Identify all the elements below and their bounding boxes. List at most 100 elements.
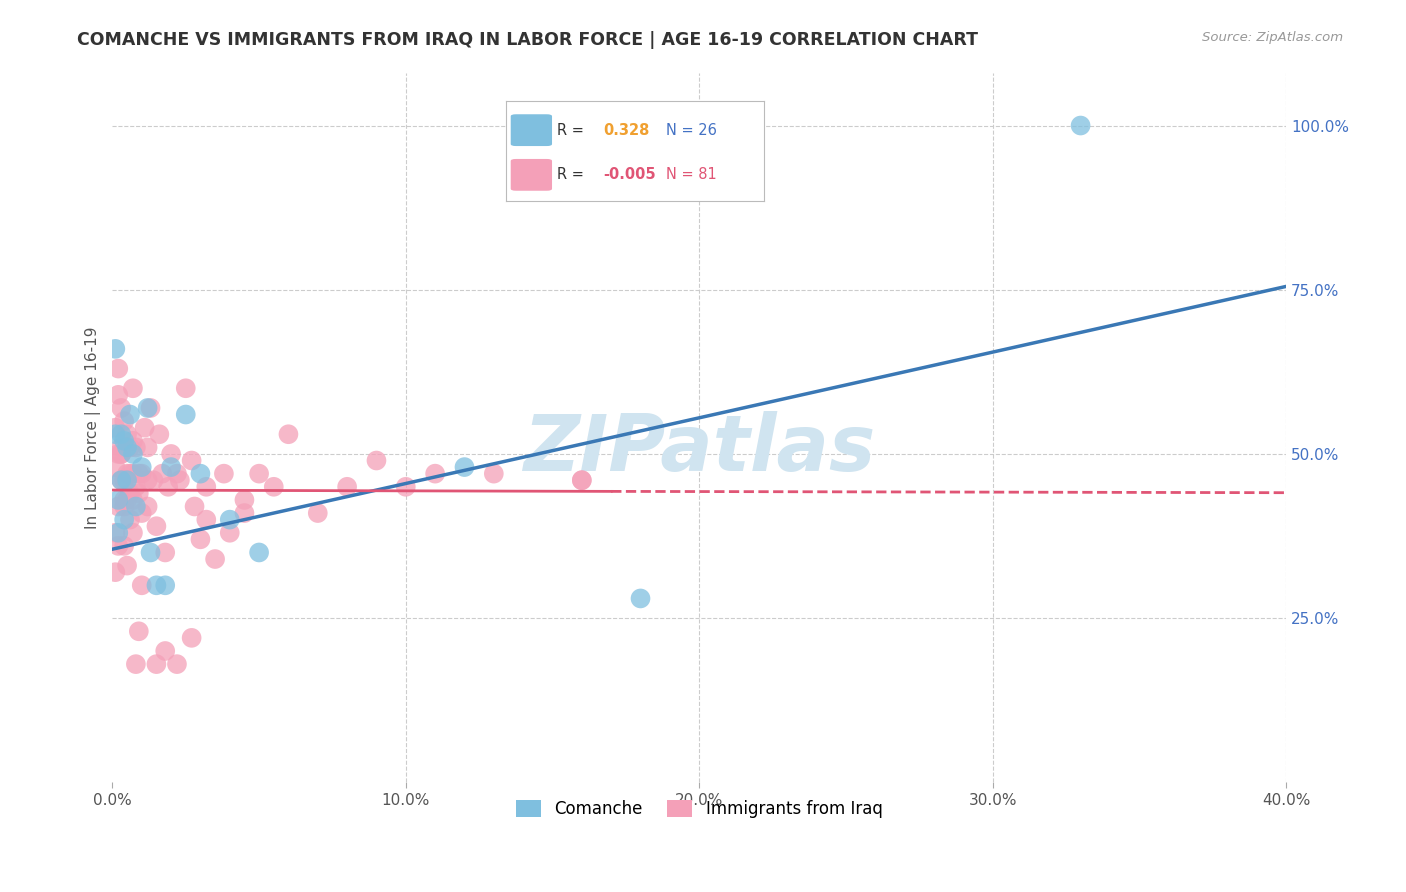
Point: [104, 460, 127, 475]
Point: [112, 434, 135, 448]
Point: [112, 513, 135, 527]
Point: [112, 492, 135, 507]
Point: [136, 441, 159, 455]
Point: [128, 624, 150, 639]
Point: [125, 480, 148, 494]
Point: [150, 467, 173, 481]
Point: [174, 408, 197, 422]
Point: [104, 427, 127, 442]
Point: [115, 467, 138, 481]
Point: [180, 631, 202, 645]
Point: [107, 539, 129, 553]
Point: [110, 447, 132, 461]
Point: [155, 644, 177, 658]
Point: [148, 427, 170, 442]
Point: [131, 578, 153, 592]
Point: [247, 467, 270, 481]
Point: [195, 513, 218, 527]
Point: [160, 460, 183, 475]
Point: [110, 473, 132, 487]
Point: [395, 480, 418, 494]
Point: [233, 492, 256, 507]
Point: [115, 473, 138, 487]
Point: [125, 441, 148, 455]
Point: [204, 552, 226, 566]
Text: Source: ZipAtlas.com: Source: ZipAtlas.com: [1202, 31, 1343, 45]
Point: [107, 525, 129, 540]
Point: [122, 492, 145, 507]
Point: [134, 420, 156, 434]
Point: [110, 473, 132, 487]
Point: [142, 473, 165, 487]
Legend: Comanche, Immigrants from Iraq: Comanche, Immigrants from Iraq: [509, 794, 890, 825]
Point: [104, 525, 127, 540]
Point: [112, 500, 135, 514]
Point: [131, 506, 153, 520]
Point: [136, 473, 159, 487]
Point: [145, 519, 167, 533]
Point: [118, 441, 141, 455]
Point: [122, 381, 145, 395]
Point: [115, 492, 138, 507]
Point: [630, 591, 652, 606]
Point: [110, 427, 132, 442]
Point: [155, 545, 177, 559]
Point: [218, 525, 240, 540]
Point: [112, 473, 135, 487]
Point: [107, 492, 129, 507]
Point: [571, 473, 593, 487]
Point: [118, 408, 141, 422]
Point: [263, 480, 285, 494]
Point: [174, 381, 197, 395]
Point: [122, 434, 145, 448]
Point: [166, 657, 188, 672]
Point: [180, 453, 202, 467]
Point: [366, 453, 388, 467]
Point: [136, 401, 159, 415]
Point: [233, 506, 256, 520]
Point: [139, 545, 162, 559]
Point: [112, 539, 135, 553]
Point: [115, 427, 138, 442]
Point: [482, 467, 505, 481]
Point: [169, 473, 191, 487]
Point: [155, 578, 177, 592]
Point: [1070, 119, 1092, 133]
Point: [122, 447, 145, 461]
Point: [122, 525, 145, 540]
Point: [125, 657, 148, 672]
Point: [107, 500, 129, 514]
Point: [195, 480, 218, 494]
Point: [218, 513, 240, 527]
Point: [128, 467, 150, 481]
Point: [336, 480, 359, 494]
Point: [160, 447, 183, 461]
Point: [136, 500, 159, 514]
Point: [110, 441, 132, 455]
Point: [104, 565, 127, 579]
Point: [118, 486, 141, 500]
Point: [125, 500, 148, 514]
Point: [118, 467, 141, 481]
Point: [110, 401, 132, 415]
Point: [145, 578, 167, 592]
Point: [122, 467, 145, 481]
Point: [115, 558, 138, 573]
Point: [212, 467, 235, 481]
Point: [190, 467, 212, 481]
Point: [247, 545, 270, 559]
Text: ZIPatlas: ZIPatlas: [523, 411, 876, 487]
Point: [145, 657, 167, 672]
Point: [131, 467, 153, 481]
Point: [107, 388, 129, 402]
Point: [157, 480, 180, 494]
Point: [128, 486, 150, 500]
Y-axis label: In Labor Force | Age 16-19: In Labor Force | Age 16-19: [86, 326, 101, 529]
Text: COMANCHE VS IMMIGRANTS FROM IRAQ IN LABOR FORCE | AGE 16-19 CORRELATION CHART: COMANCHE VS IMMIGRANTS FROM IRAQ IN LABO…: [77, 31, 979, 49]
Point: [571, 473, 593, 487]
Point: [453, 460, 475, 475]
Point: [110, 447, 132, 461]
Point: [131, 460, 153, 475]
Point: [104, 342, 127, 356]
Point: [107, 361, 129, 376]
